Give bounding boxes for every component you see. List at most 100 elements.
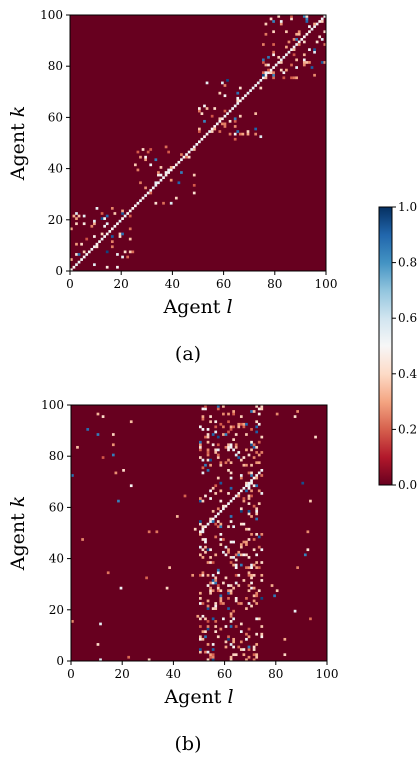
heatmap-cell (247, 655, 251, 659)
heatmap-cell (318, 20, 322, 23)
heatmap-cell (111, 453, 115, 457)
colorbar: 0.0 0.2 0.4 0.6 0.8 1.0 (378, 200, 417, 492)
heatmap-cell (199, 440, 202, 444)
heatmap-cell (308, 61, 311, 64)
heatmap-cell (245, 566, 248, 569)
heatmap-cell (260, 573, 264, 577)
heatmap-cell (123, 250, 127, 254)
heatmap-cell (247, 648, 251, 651)
heatmap-cell (255, 461, 259, 465)
heatmap-cell (206, 561, 210, 564)
heatmap-cell (219, 509, 223, 513)
heatmap-cell (282, 76, 286, 80)
heatmap-cell (105, 222, 109, 226)
heatmap-cell (267, 68, 270, 72)
heatmap-cell (250, 576, 253, 580)
x-tick-label: 0 (66, 277, 74, 291)
heatmap-cell (232, 425, 235, 429)
heatmap-cell (264, 73, 268, 77)
heatmap-cell (245, 484, 248, 488)
heatmap-cell (257, 535, 261, 539)
heatmap-cell (139, 155, 142, 159)
heatmap-cell (249, 89, 252, 92)
heatmap-cell (121, 255, 124, 259)
heatmap-cell (201, 630, 205, 633)
heatmap-cell (234, 563, 238, 567)
heatmap-cell (250, 463, 253, 467)
heatmap-cell (199, 499, 202, 503)
heatmap-cell (255, 507, 259, 511)
heatmap-cell (100, 232, 104, 236)
heatmap-cell (237, 602, 241, 605)
heatmap-cell (211, 643, 215, 646)
heatmap-cell (228, 132, 232, 136)
heatmap-cell (155, 530, 159, 534)
heatmap-cell (295, 43, 298, 46)
heatmap-cell (219, 463, 223, 467)
heatmap-cell (305, 32, 309, 36)
heatmap-cell (201, 415, 205, 418)
heatmap-cell (195, 143, 199, 146)
x-axis-label-a: Agent l (162, 296, 232, 318)
heatmap-cell (127, 655, 131, 659)
heatmap-cell (255, 617, 259, 621)
heatmap-cell (285, 30, 288, 34)
heatmap-cell (285, 68, 288, 72)
heatmap-cell (250, 428, 253, 431)
heatmap-cell (255, 405, 259, 408)
heatmap-cell (206, 627, 210, 631)
heatmap-cell (234, 573, 238, 577)
heatmap-cell (206, 453, 210, 457)
heatmap-cell (257, 489, 261, 493)
heatmap-cell (222, 504, 225, 508)
heatmap-cell (192, 183, 196, 187)
heatmap-cell (193, 527, 197, 531)
heatmap-cell (211, 517, 215, 521)
heatmap-cell (111, 443, 115, 447)
heatmap-cell (199, 448, 202, 452)
heatmap-cell (206, 522, 210, 526)
colorbar-tick-label: 0.6 (398, 311, 417, 325)
heatmap-cell (177, 160, 181, 164)
heatmap-cell (290, 15, 293, 18)
heatmap-cell (242, 422, 246, 426)
heatmap-cell (211, 433, 215, 436)
heatmap-cell (252, 476, 256, 480)
heatmap-cell (70, 258, 73, 261)
heatmap-cell (255, 451, 259, 454)
heatmap-cell (232, 438, 235, 441)
heatmap-cell (216, 443, 220, 447)
heatmap-cell (216, 507, 220, 511)
heatmap-cell (259, 86, 263, 90)
heatmap-cell (241, 96, 245, 100)
heatmap-cell (174, 163, 178, 167)
heatmap-cell (169, 178, 173, 182)
heatmap-cell (147, 658, 151, 662)
heatmap-cell (121, 212, 124, 215)
heatmap-cell (323, 43, 327, 46)
heatmap-cell (285, 45, 288, 49)
heatmap-cell (75, 263, 78, 267)
heatmap-cell (216, 456, 220, 459)
heatmap-cell (223, 114, 227, 118)
heatmap-cell (250, 566, 253, 569)
heatmap-cell (214, 579, 218, 582)
heatmap-cell (255, 430, 259, 434)
heatmap-cell (255, 594, 259, 598)
heatmap-cell (245, 463, 248, 467)
heatmap-cell (219, 499, 223, 503)
heatmap-cell (199, 520, 202, 523)
heatmap-cell (279, 20, 283, 23)
heatmap-cell (222, 581, 225, 585)
heatmap-cell (323, 15, 327, 18)
heatmap-cell (209, 556, 212, 559)
heatmap-cell (103, 235, 106, 238)
heatmap-cell (292, 38, 296, 41)
panel-label-a: (a) (175, 343, 201, 365)
heatmap-cell (224, 504, 228, 508)
heatmap-cell (75, 253, 78, 256)
heatmap-cell (136, 168, 140, 172)
heatmap-cell (201, 637, 205, 641)
heatmap-cell (199, 443, 202, 447)
heatmap-cell (75, 242, 78, 246)
